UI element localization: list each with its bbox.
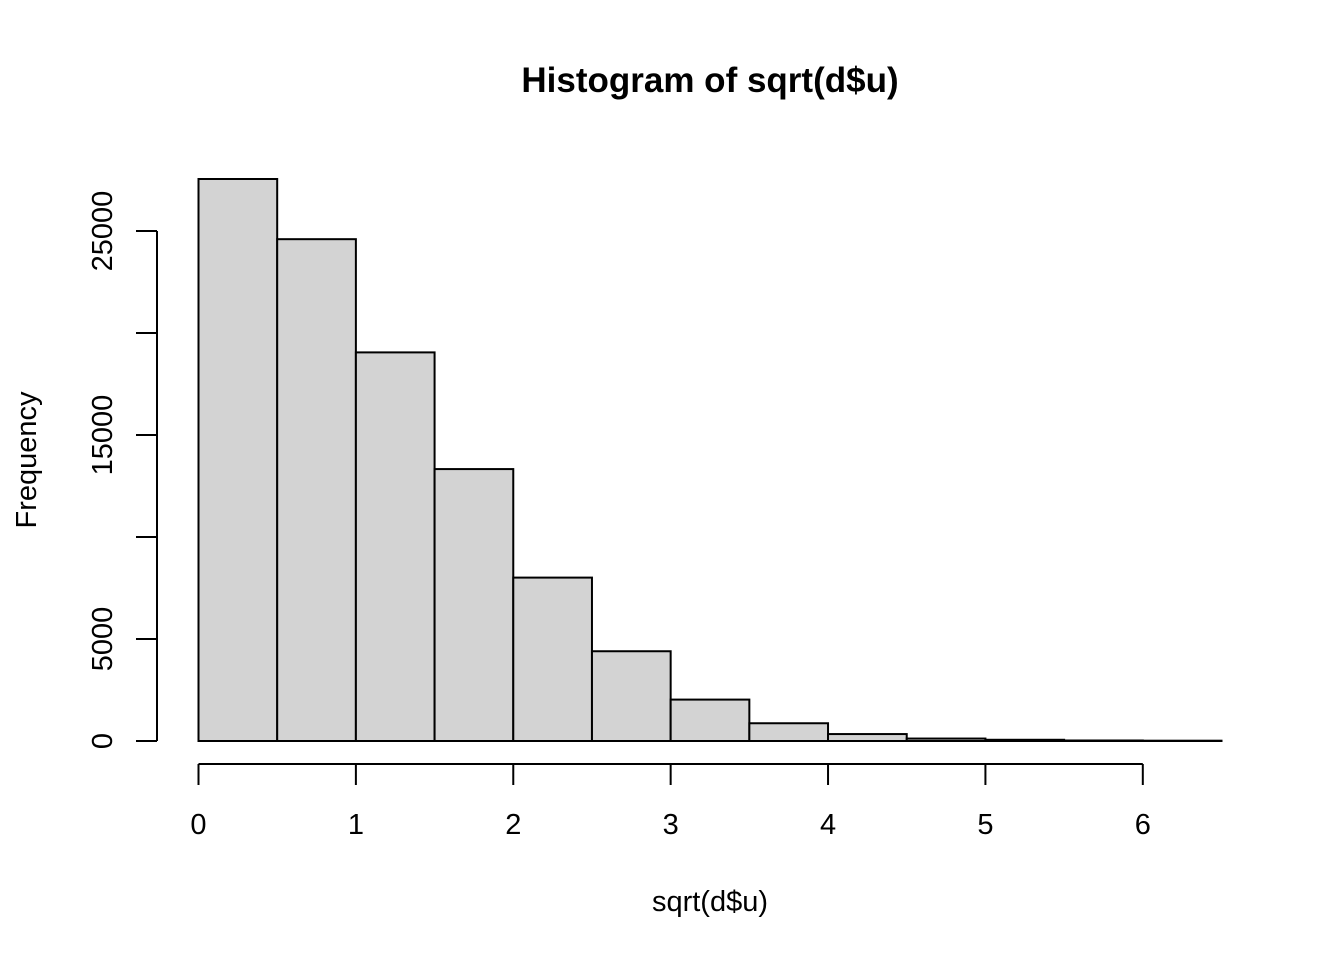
x-axis-title: sqrt(d$u) bbox=[652, 886, 768, 918]
histogram-bar bbox=[748, 722, 830, 742]
x-tick-label: 5 bbox=[977, 809, 993, 841]
histogram-bar bbox=[669, 698, 751, 743]
y-tick-label: 5000 bbox=[87, 607, 119, 672]
x-tick-label: 2 bbox=[505, 809, 521, 841]
x-tick-label: 4 bbox=[820, 809, 836, 841]
histogram-bar bbox=[433, 468, 515, 742]
x-tick-label: 6 bbox=[1135, 809, 1151, 841]
histogram-bar bbox=[354, 351, 436, 742]
x-tick-label: 0 bbox=[190, 809, 206, 841]
y-tick-label: 0 bbox=[87, 733, 119, 749]
x-tick-label: 1 bbox=[348, 809, 364, 841]
chart-title: Histogram of sqrt(d$u) bbox=[521, 61, 898, 100]
histogram-bar bbox=[197, 178, 279, 742]
x-tick-label: 3 bbox=[663, 809, 679, 841]
y-axis-title: Frequency bbox=[11, 391, 43, 529]
histogram-bar bbox=[905, 737, 987, 742]
histogram-bar bbox=[590, 650, 672, 742]
histogram-bar bbox=[984, 738, 1066, 743]
y-tick-label: 25000 bbox=[87, 191, 119, 272]
x-axis: 0 1 2 3 4 5 6 bbox=[190, 763, 1151, 841]
y-axis: 0 5000 15000 25000 bbox=[87, 191, 158, 749]
y-tick-label: 15000 bbox=[87, 395, 119, 476]
histogram-bars bbox=[197, 178, 1223, 743]
histogram-bar bbox=[827, 733, 908, 743]
histogram-bar bbox=[512, 576, 593, 742]
histogram-bar bbox=[276, 238, 357, 742]
histogram-bar bbox=[1063, 739, 1144, 742]
